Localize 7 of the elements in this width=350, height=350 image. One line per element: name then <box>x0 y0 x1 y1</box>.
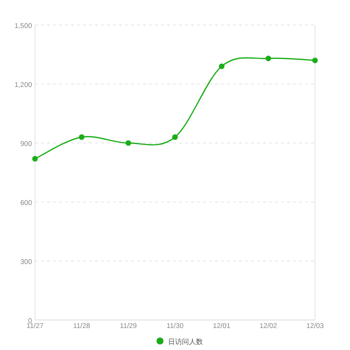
point <box>218 64 224 70</box>
point <box>266 56 272 62</box>
point <box>32 156 38 162</box>
point <box>78 134 84 140</box>
point <box>126 140 132 146</box>
point <box>312 58 318 64</box>
point <box>172 134 178 140</box>
